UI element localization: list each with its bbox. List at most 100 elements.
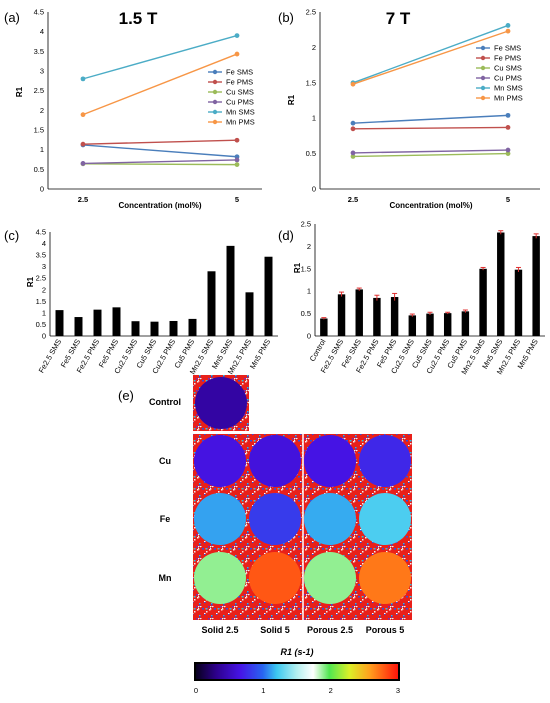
data-point — [234, 157, 240, 163]
chart-a-ylabel: R1 — [15, 86, 24, 97]
data-point — [350, 120, 356, 126]
colorbar: R1 (s-1) 0 1 2 3 — [194, 647, 400, 695]
legend-label: Mn SMS — [494, 84, 523, 93]
y-tick-label: 2 — [312, 43, 316, 52]
series-line — [352, 126, 509, 130]
panel-label-e: (e) — [118, 388, 134, 403]
bar — [245, 292, 254, 336]
legend-label: Cu SMS — [226, 88, 254, 97]
legend-marker — [480, 95, 486, 101]
phantom-cu — [359, 435, 411, 487]
legend-marker — [212, 69, 218, 75]
data-point — [505, 23, 511, 28]
y-tick-label: 1 — [307, 287, 311, 296]
bar — [355, 289, 363, 336]
data-point — [234, 33, 240, 38]
y-tick-label: 4 — [42, 239, 46, 248]
bar — [207, 271, 216, 336]
colorbar-fill — [196, 664, 398, 679]
y-tick-label: 4 — [40, 27, 44, 36]
series-line — [82, 34, 238, 80]
y-tick-label: 3.5 — [34, 47, 44, 56]
y-tick-label: 0 — [42, 332, 46, 341]
data-point — [80, 76, 86, 82]
chart-b-xlabel: Concentration (mol%) — [389, 201, 472, 210]
series-line — [352, 114, 509, 124]
row-label: Mn — [159, 573, 172, 583]
data-point — [350, 81, 356, 87]
phantom-fe — [304, 493, 356, 545]
x-tick-label: 5 — [235, 195, 239, 204]
y-tick-label: 1.5 — [36, 297, 46, 306]
legend-marker — [212, 109, 218, 115]
bar — [479, 268, 487, 336]
legend-marker — [212, 79, 218, 85]
bar — [532, 236, 540, 336]
bar — [514, 269, 523, 336]
phantom-cu — [194, 435, 246, 487]
phantom-mn — [359, 552, 411, 604]
bar — [443, 313, 452, 336]
bar — [169, 320, 178, 336]
series-line — [82, 53, 238, 116]
mri-panel: (e) Control Cu Fe Mn Solid 2.5 Solid 5 Porous … — [0, 375, 550, 698]
y-tick-label: 3 — [40, 67, 44, 76]
bar — [188, 318, 197, 336]
data-point — [234, 162, 240, 168]
y-tick-label: 1.5 — [301, 264, 311, 273]
y-tick-label: 0 — [312, 185, 316, 194]
series-line — [352, 149, 509, 154]
bar — [264, 256, 273, 336]
y-tick-label: 0.5 — [36, 320, 46, 329]
series-line — [82, 159, 238, 165]
bar — [337, 294, 346, 336]
panel-label-c: (c) — [4, 228, 19, 243]
chart-b: 7 T R1 Concentration (mol%) 0 0.5 1 1.5 2 2.5… — [287, 8, 540, 210]
colorbar-tick-label: 2 — [329, 686, 333, 695]
bar — [373, 297, 381, 336]
y-tick-label: 1.5 — [306, 78, 316, 87]
legend-marker — [212, 119, 218, 125]
data-point — [234, 137, 240, 143]
data-point — [505, 112, 511, 118]
data-point — [350, 126, 356, 132]
data-point — [80, 161, 86, 166]
chart-b-ylabel: R1 — [287, 94, 296, 105]
legend-marker — [480, 85, 486, 91]
column-label: Porous 2.5 — [307, 625, 353, 635]
colorbar-label: R1 (s-1) — [280, 647, 313, 657]
legend-marker — [480, 65, 486, 71]
bar — [320, 318, 328, 336]
legend-marker — [212, 89, 218, 95]
legend-label: Fe PMS — [494, 54, 521, 63]
legend-marker — [480, 75, 486, 81]
y-tick-label: 0.5 — [306, 149, 316, 158]
chart-a-title: 1.5 T — [119, 9, 158, 28]
x-tick-label: 2.5 — [78, 195, 88, 204]
bar — [461, 311, 470, 336]
y-tick-label: 3.5 — [36, 251, 46, 260]
data-point — [505, 147, 511, 153]
x-tick-label: 5 — [506, 195, 510, 204]
chart-a: 1.5 T R1 Concentration (mol%) 0 0.5 1 1.5 2 2… — [15, 8, 262, 210]
x-tick-label: Fe2.5 SMS — [37, 338, 64, 375]
data-point — [505, 28, 511, 34]
bar — [408, 315, 417, 336]
legend-label: Cu PMS — [494, 74, 522, 83]
bar — [150, 321, 159, 336]
panel-label-a: (a) — [4, 10, 20, 25]
phantom-cu — [304, 435, 356, 487]
y-tick-label: 4.5 — [36, 228, 46, 237]
chart-c-ylabel: R1 — [26, 276, 35, 287]
y-tick-label: 0 — [40, 185, 44, 194]
bar — [426, 313, 434, 336]
bar — [131, 321, 140, 336]
series-line — [352, 30, 509, 85]
colorbar-tick-label: 0 — [194, 686, 198, 695]
y-tick-label: 2.5 — [301, 220, 311, 229]
data-point — [350, 154, 356, 159]
column-label: Solid 2.5 — [201, 625, 238, 635]
